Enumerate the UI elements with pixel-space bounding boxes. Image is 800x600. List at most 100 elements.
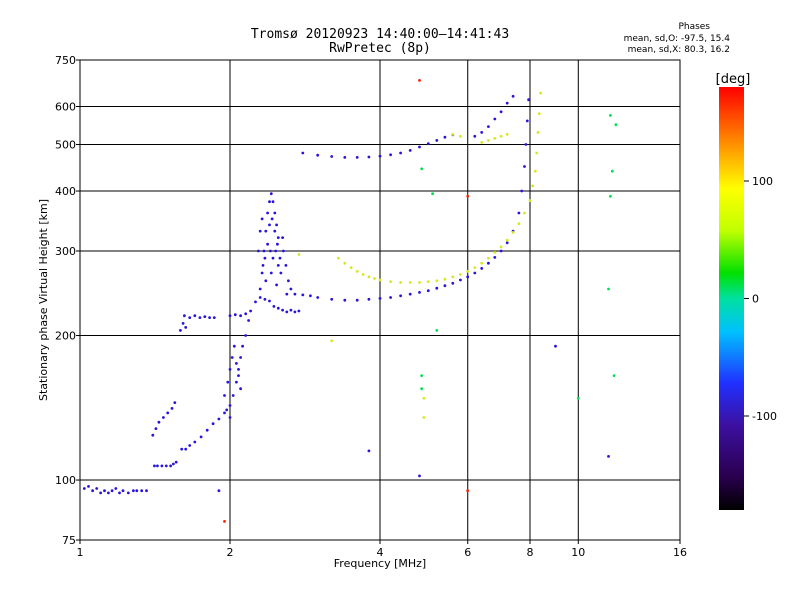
data-point [355,156,359,159]
data-point [276,264,280,267]
data-point [520,189,524,193]
data-point [420,167,424,171]
data-point [505,133,509,136]
data-point [609,114,612,117]
data-point [217,417,221,421]
data-point [610,169,614,173]
y-tick-label: 600 [55,101,76,114]
data-point [223,394,226,397]
data-point [180,447,184,451]
data-point [527,98,530,102]
x-tick-label: 16 [673,546,687,559]
data-point [273,211,277,215]
data-point [420,387,424,391]
data-point [422,416,426,419]
data-point [268,299,271,303]
data-point [217,489,221,493]
data-point [262,249,266,253]
data-point [151,433,155,437]
data-point [261,264,265,267]
data-point [511,231,515,234]
data-point [289,287,293,291]
data-point [205,428,209,432]
colorbar-tick-label: 100 [752,175,773,188]
data-point [95,487,99,490]
y-tick-label: 400 [55,185,76,198]
data-point [614,123,618,127]
data-point [239,356,243,359]
y-tick-label: 500 [55,139,76,152]
data-point [426,142,430,146]
data-point [576,396,580,400]
data-point [493,137,497,140]
y-axis-label: Stationary phase Virtual Height [km] [37,199,50,401]
phase-stats-o: mean, sd,O: -97.5, 15.4 [623,34,730,44]
data-point [480,131,484,134]
data-point [275,223,278,227]
data-point [607,455,610,458]
data-point [276,236,280,240]
data-point [263,256,267,260]
data-point [266,211,269,215]
y-tick-label: 750 [55,54,76,67]
data-point [487,256,490,260]
data-point [309,294,312,298]
data-point [172,462,175,466]
data-point [378,297,382,300]
data-point [278,256,282,260]
data-point [275,283,278,287]
data-point [235,362,238,365]
data-point [174,460,178,464]
data-point [607,287,610,291]
data-point [505,101,509,105]
data-point [466,275,470,279]
x-tick-labels: 1 2 4 6 8 10 16 [77,540,687,559]
data-point [203,315,207,318]
data-point [499,134,503,138]
data-point [389,153,392,157]
colorbar-tick-label: 0 [752,293,759,306]
data-point [517,222,521,226]
data-point [343,298,347,302]
colorbar-ticks: 100 0 -100 [744,175,777,423]
data-point [301,151,305,155]
data-point [459,278,462,282]
data-point [316,153,320,157]
data-point [91,489,94,493]
data-point [443,277,447,281]
data-point [258,287,262,291]
data-point [107,491,110,495]
data-point [493,117,497,121]
data-point [285,292,289,296]
x-tick-label: 4 [377,546,384,559]
data-point [389,280,392,283]
data-point [536,131,540,134]
data-point [523,165,526,168]
data-point [355,298,359,302]
x-tick-label: 10 [571,546,585,559]
data-point [373,277,376,280]
data-point [184,326,188,329]
colorbar-tick-label: -100 [752,410,777,423]
data-point [232,344,236,348]
data-point [254,300,257,304]
x-tick-label: 6 [464,546,471,559]
data-point [316,296,320,299]
y-tick-labels: 75 100 200 300 400 500 600 750 [55,54,80,547]
data-point [355,270,359,273]
data-point [517,211,521,215]
data-point [114,487,118,490]
data-point [270,217,274,221]
data-point [244,334,248,337]
data-point [272,305,276,308]
data-point [487,261,490,265]
data-point [435,329,439,332]
data-point [188,444,192,447]
data-point [231,394,235,397]
data-point [198,316,202,319]
data-point [269,271,273,275]
data-point [297,253,301,256]
data-point [268,223,271,227]
data-point [408,149,412,152]
x-axis-label: Frequency [MHz] [334,557,426,570]
